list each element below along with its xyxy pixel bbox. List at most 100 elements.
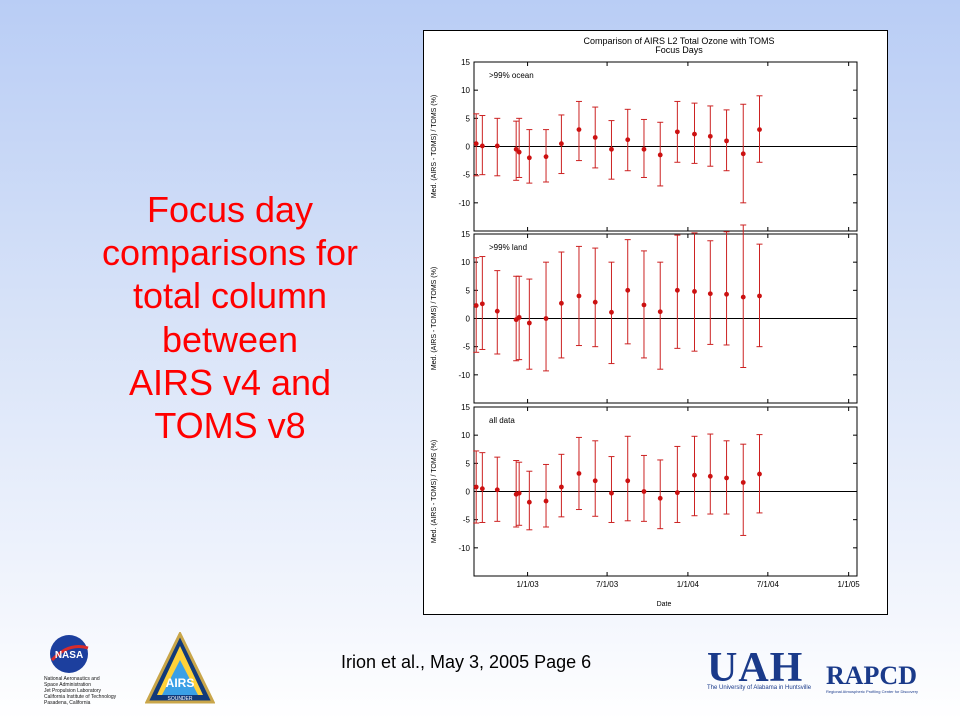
nasa-logo-text: NASA xyxy=(55,650,83,661)
data-point xyxy=(724,291,729,297)
data-point xyxy=(740,480,746,485)
data-point xyxy=(707,291,713,297)
data-point xyxy=(740,151,746,157)
x-tick-label: 1/1/03 xyxy=(516,580,539,589)
title-line: Focus day xyxy=(146,189,314,230)
rapcd-logo-text: RAPCD xyxy=(826,661,917,690)
y-tick-label: -10 xyxy=(458,199,470,208)
y-tick-label: 15 xyxy=(461,230,470,239)
data-point xyxy=(740,294,746,300)
data-point xyxy=(692,289,697,294)
data-point xyxy=(625,287,631,293)
data-point xyxy=(592,135,598,140)
y-axis-label: Med. (AIRS - TOMS) / TOMS (%) xyxy=(431,95,438,198)
data-point xyxy=(641,489,647,494)
data-point xyxy=(479,301,485,307)
data-point xyxy=(516,149,522,155)
panel-label: all data xyxy=(489,416,515,425)
data-point xyxy=(757,127,762,132)
nasa-caption-line: California Institute of Technology xyxy=(44,694,117,700)
data-point xyxy=(657,495,663,501)
data-point xyxy=(707,133,713,139)
data-point xyxy=(559,484,564,490)
uah-logo-sub: The University of Alabama in Huntsville xyxy=(707,685,812,691)
y-tick-label: 5 xyxy=(466,286,471,295)
y-tick-label: 10 xyxy=(461,86,470,95)
data-point xyxy=(674,490,680,496)
data-point xyxy=(724,138,729,144)
y-tick-label: 0 xyxy=(466,488,471,497)
airs-logo-text: AIRS xyxy=(166,676,195,690)
title-line: TOMS v8 xyxy=(154,404,306,446)
data-point xyxy=(641,302,647,308)
slide-title: Focus day comparisons for total column b… xyxy=(60,188,400,447)
y-tick-label: 10 xyxy=(461,431,470,440)
data-point xyxy=(543,498,549,504)
y-tick-label: 15 xyxy=(461,403,470,412)
chart-title: Comparison of AIRS L2 Total Ozone with T… xyxy=(583,36,774,46)
data-point xyxy=(473,303,479,308)
y-tick-label: 5 xyxy=(466,459,471,468)
data-point xyxy=(757,471,762,477)
y-tick-label: 5 xyxy=(466,114,471,123)
y-tick-label: -10 xyxy=(458,544,470,553)
footer-citation: Irion et al., May 3, 2005 Page 6 xyxy=(341,652,592,672)
x-tick-label: 7/1/03 xyxy=(596,580,619,589)
data-point xyxy=(625,478,631,484)
data-point xyxy=(674,129,680,135)
x-tick-label: 1/1/05 xyxy=(838,580,861,589)
data-point xyxy=(516,314,522,320)
data-point xyxy=(609,490,614,496)
y-tick-label: 15 xyxy=(461,58,470,67)
x-tick-label: 7/1/04 xyxy=(757,580,780,589)
y-tick-label: -5 xyxy=(463,516,471,525)
data-point xyxy=(494,143,500,149)
data-point xyxy=(543,316,549,321)
title-line: total column xyxy=(132,275,328,317)
uah-logo-text: UAH xyxy=(707,645,804,691)
data-point xyxy=(494,487,500,493)
chart-subtitle: Focus Days xyxy=(655,45,703,55)
data-point xyxy=(625,137,631,143)
data-point xyxy=(609,146,614,152)
title-line: AIRS v4 and xyxy=(128,361,332,403)
y-tick-label: -5 xyxy=(463,171,471,180)
y-tick-label: 10 xyxy=(461,258,470,267)
y-tick-label: 0 xyxy=(466,143,471,152)
nasa-caption: National Aeronautics and Space Administr… xyxy=(44,676,124,706)
data-point xyxy=(592,478,598,484)
data-point xyxy=(692,472,697,478)
airs-logo-icon: AIRS SOUNDER xyxy=(145,632,215,704)
nasa-caption-line: Pasadena, California xyxy=(44,700,91,706)
data-point xyxy=(757,293,762,299)
x-tick-label: 1/1/04 xyxy=(677,580,700,589)
data-point xyxy=(657,152,663,158)
data-point xyxy=(609,309,614,315)
data-point xyxy=(641,146,647,152)
chart-panel: -10 -5 0 5 10 15 Med. (AIRS - TOMS) / TOMS (%)… xyxy=(431,403,858,577)
data-point xyxy=(576,127,582,132)
panel-label: >99% land xyxy=(489,243,527,252)
data-point xyxy=(479,486,485,492)
data-point xyxy=(559,300,564,306)
chart-svg: Comparison of AIRS L2 Total Ozone with T… xyxy=(431,36,861,608)
x-axis-label: Date xyxy=(657,601,672,608)
data-point xyxy=(592,299,598,305)
title-line: comparisons for xyxy=(101,232,359,274)
y-axis-label: Med. (AIRS - TOMS) / TOMS (%) xyxy=(431,267,438,370)
data-point xyxy=(473,484,479,490)
nasa-logo-icon: NASA xyxy=(50,635,89,673)
data-point xyxy=(494,308,500,314)
data-point xyxy=(707,473,713,479)
data-point xyxy=(576,293,582,299)
y-tick-label: -10 xyxy=(458,371,470,380)
rapcd-logo-sub: Regional Atmospheric Profiling Center fo… xyxy=(826,689,919,694)
airs-logo-sub: SOUNDER xyxy=(167,696,192,702)
data-point xyxy=(516,490,522,496)
data-point xyxy=(543,154,549,160)
data-point xyxy=(724,475,729,481)
data-point xyxy=(526,499,532,505)
data-point xyxy=(513,146,519,152)
data-point xyxy=(479,143,485,149)
data-point xyxy=(473,141,479,147)
